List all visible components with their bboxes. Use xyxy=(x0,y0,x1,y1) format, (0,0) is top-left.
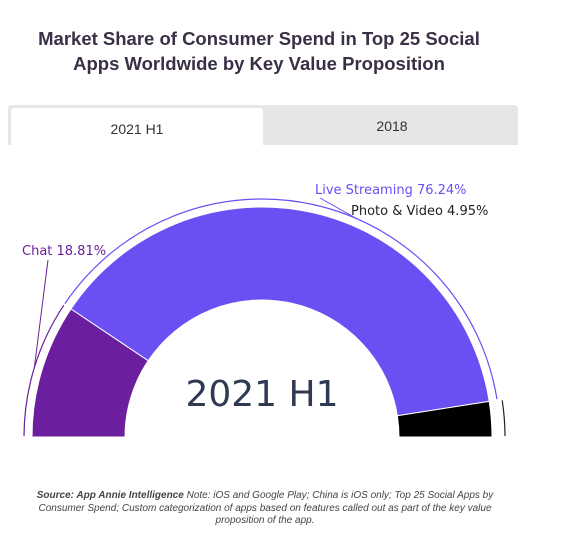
slice-photo-video[interactable] xyxy=(396,400,493,438)
bracket-chat xyxy=(23,304,65,437)
tab-2018[interactable]: 2018 xyxy=(376,118,408,134)
source-note-text: Note: iOS and Google Play; China is iOS … xyxy=(38,490,494,526)
tab-2021-h1[interactable]: 2021 H1 xyxy=(11,108,263,148)
source-note: Source: App Annie Intelligence Note: iOS… xyxy=(30,490,500,528)
label-photo-video: Photo & Video 4.95% xyxy=(351,204,488,219)
chart-title-line2: Apps Worldwide by Key Value Proposition xyxy=(73,53,445,74)
period-tabs: 2021 H1 2018 xyxy=(8,105,518,148)
half-donut-chart: Chat 18.81% Live Streaming 76.24% Photo & … xyxy=(22,183,506,438)
leader-live-streaming xyxy=(319,197,357,220)
source-label: Source: App Annie Intelligence xyxy=(36,490,184,501)
label-chat: Chat 18.81% xyxy=(22,244,106,259)
chart-title-line1: Market Share of Consumer Spend in Top 25… xyxy=(38,28,480,49)
bracket-photo-video xyxy=(501,400,506,437)
leader-chat xyxy=(33,259,49,368)
label-live-streaming: Live Streaming 76.24% xyxy=(315,183,467,198)
center-label: 2021 H1 xyxy=(185,374,338,415)
bracket-live-streaming xyxy=(64,198,498,400)
slice-live-streaming[interactable] xyxy=(70,206,490,417)
chart-title: Market Share of Consumer Spend in Top 25… xyxy=(0,26,518,76)
